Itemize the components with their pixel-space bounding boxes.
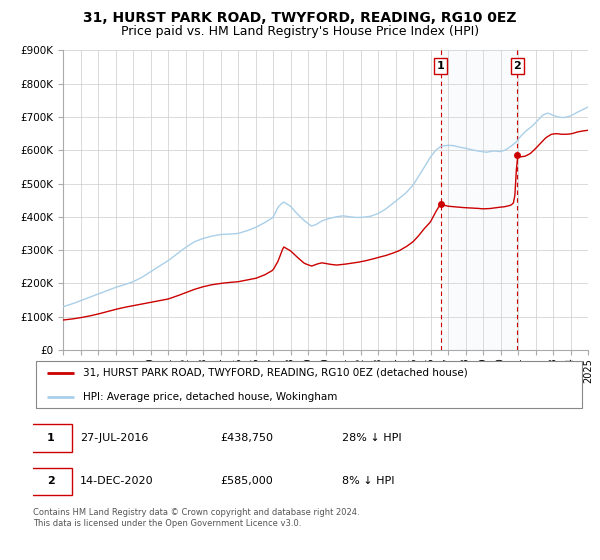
Text: 1: 1 xyxy=(437,61,445,71)
FancyBboxPatch shape xyxy=(30,468,71,495)
Text: 2: 2 xyxy=(47,477,55,487)
Bar xyxy=(440,50,517,350)
Text: 27-JUL-2016: 27-JUL-2016 xyxy=(80,433,148,443)
Text: 2: 2 xyxy=(514,61,521,71)
Text: This data is licensed under the Open Government Licence v3.0.: This data is licensed under the Open Gov… xyxy=(33,519,301,528)
Text: 8% ↓ HPI: 8% ↓ HPI xyxy=(342,477,395,487)
Text: £438,750: £438,750 xyxy=(221,433,274,443)
Text: Price paid vs. HM Land Registry's House Price Index (HPI): Price paid vs. HM Land Registry's House … xyxy=(121,25,479,38)
Text: Contains HM Land Registry data © Crown copyright and database right 2024.: Contains HM Land Registry data © Crown c… xyxy=(33,508,359,517)
Text: £585,000: £585,000 xyxy=(221,477,274,487)
Text: HPI: Average price, detached house, Wokingham: HPI: Average price, detached house, Woki… xyxy=(83,391,337,402)
Text: 1: 1 xyxy=(47,433,55,443)
Text: 14-DEC-2020: 14-DEC-2020 xyxy=(80,477,154,487)
FancyBboxPatch shape xyxy=(30,424,71,452)
FancyBboxPatch shape xyxy=(36,361,582,408)
Text: 31, HURST PARK ROAD, TWYFORD, READING, RG10 0EZ (detached house): 31, HURST PARK ROAD, TWYFORD, READING, R… xyxy=(83,368,467,378)
Text: 31, HURST PARK ROAD, TWYFORD, READING, RG10 0EZ: 31, HURST PARK ROAD, TWYFORD, READING, R… xyxy=(83,11,517,25)
Text: 28% ↓ HPI: 28% ↓ HPI xyxy=(342,433,402,443)
